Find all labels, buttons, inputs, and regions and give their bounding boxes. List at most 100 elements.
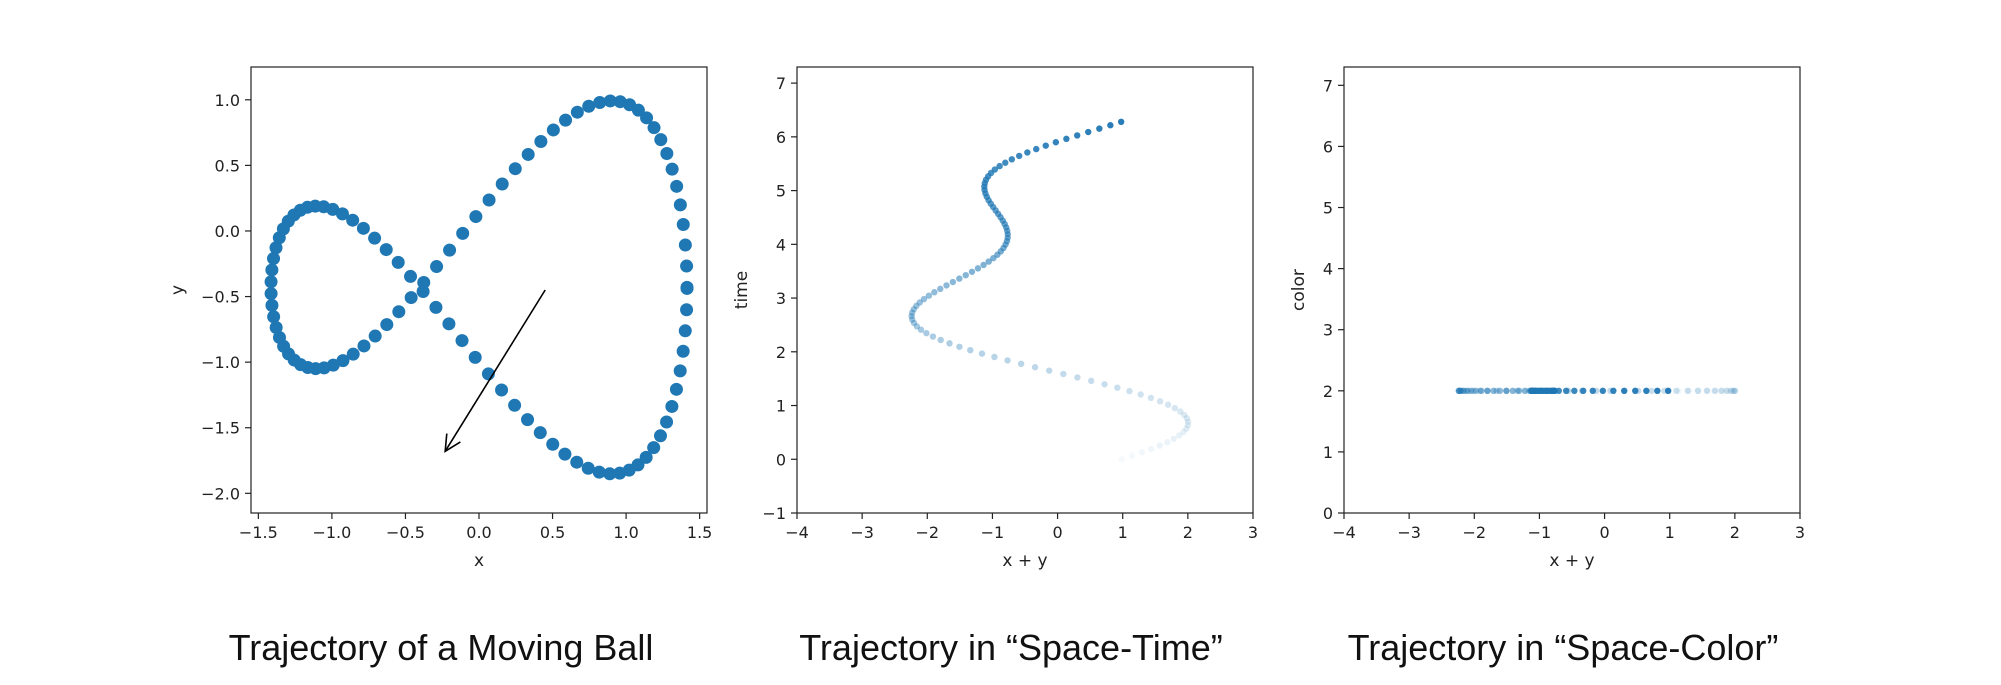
x-tick-label: −1.0 bbox=[312, 523, 351, 542]
x-tick-label: 3 bbox=[1795, 523, 1805, 542]
space-time-point bbox=[1128, 452, 1136, 460]
space-time-point bbox=[1183, 415, 1191, 422]
ball-point bbox=[647, 121, 661, 135]
space-color-point bbox=[1457, 387, 1464, 395]
x-tick-label: 2 bbox=[1730, 523, 1740, 542]
ball-point bbox=[660, 415, 674, 429]
space-color-point bbox=[1654, 387, 1661, 395]
y-tick-label: 1 bbox=[1323, 443, 1333, 462]
space-time-point bbox=[937, 285, 944, 293]
space-color-point bbox=[1728, 387, 1735, 395]
space-color-point bbox=[1685, 387, 1693, 395]
x-tick-label: −1.5 bbox=[239, 523, 278, 542]
x-tick-label: 1.0 bbox=[613, 523, 638, 542]
space-color-point bbox=[1538, 387, 1546, 395]
trajectory-plot: −1.5 −1.0 −0.5 0.0 0.5 1.0 1.5 −2.0 −1.5 −1.0 −0.5… bbox=[168, 66, 712, 571]
ball-point bbox=[654, 133, 668, 147]
y-tick-label: −1 bbox=[762, 504, 786, 523]
space-color-point bbox=[1684, 387, 1691, 395]
space-color-point bbox=[1496, 387, 1504, 395]
space-color-point bbox=[1643, 387, 1650, 395]
space-time-point bbox=[946, 340, 953, 347]
x-tick-label: −1 bbox=[981, 523, 1005, 542]
x-tick-label: −2 bbox=[1462, 523, 1486, 542]
y-tick-label: 1.0 bbox=[215, 91, 240, 110]
ball-point bbox=[267, 310, 281, 324]
space-color-point bbox=[1457, 387, 1465, 395]
y-axis-label: y bbox=[168, 285, 188, 295]
space-color-point bbox=[1562, 387, 1570, 395]
space-time-point bbox=[968, 268, 976, 275]
space-color-point bbox=[1455, 387, 1462, 395]
space-time-point bbox=[910, 319, 918, 327]
y-tick-label: 5 bbox=[776, 182, 786, 201]
ball-point bbox=[521, 413, 535, 427]
ball-point bbox=[368, 329, 382, 343]
space-time-point bbox=[1148, 445, 1155, 453]
space-color-point bbox=[1455, 387, 1463, 395]
space-time-point bbox=[1008, 156, 1016, 163]
space-color-point bbox=[1470, 387, 1477, 395]
ball-point bbox=[593, 95, 607, 109]
space-time-point bbox=[1045, 367, 1053, 374]
space-color-point bbox=[1521, 387, 1529, 395]
space-time-point bbox=[1074, 132, 1081, 139]
space-color-point bbox=[1455, 387, 1463, 395]
ball-point bbox=[456, 226, 470, 240]
ball-point bbox=[639, 450, 653, 464]
ball-point bbox=[631, 458, 645, 472]
space-time-point bbox=[1087, 377, 1095, 385]
space-color-point bbox=[1664, 387, 1672, 395]
y-tick-label: 6 bbox=[1323, 137, 1333, 156]
ball-point bbox=[613, 95, 627, 109]
space-color-point bbox=[1460, 387, 1467, 395]
ball-point bbox=[380, 318, 394, 332]
y-axis-label: time bbox=[732, 271, 752, 309]
space-time-point bbox=[962, 271, 969, 279]
space-color-point bbox=[1717, 387, 1725, 395]
ball-point bbox=[640, 111, 654, 125]
space-time-point bbox=[1177, 408, 1184, 415]
ball-point bbox=[272, 330, 286, 344]
space-time-point bbox=[1176, 432, 1183, 439]
space-time-point bbox=[910, 306, 917, 313]
space-time-point bbox=[949, 278, 957, 286]
ball-point bbox=[508, 398, 522, 412]
space-time-point bbox=[1114, 384, 1121, 391]
space-time-point bbox=[916, 299, 923, 306]
space-color-point bbox=[1673, 387, 1680, 395]
space-color-point bbox=[1503, 387, 1510, 395]
ball-point bbox=[546, 123, 560, 137]
space-color-point bbox=[1731, 387, 1739, 395]
y-tick-label: 1 bbox=[776, 397, 786, 416]
space-time-point bbox=[931, 289, 938, 296]
ball-point bbox=[336, 354, 350, 368]
ball-point bbox=[603, 467, 617, 481]
space-color-point bbox=[1543, 387, 1550, 395]
space-color-point bbox=[1703, 387, 1710, 395]
ball-point bbox=[455, 334, 469, 348]
space-color-point bbox=[1723, 387, 1730, 395]
space-color-point bbox=[1555, 387, 1563, 395]
caption-trajectory: Trajectory of a Moving Ball bbox=[229, 627, 654, 668]
space-time-point bbox=[1180, 428, 1187, 436]
ball-point bbox=[603, 94, 617, 108]
space-time-point bbox=[1156, 398, 1164, 405]
ball-point bbox=[546, 437, 560, 451]
x-tick-label: −3 bbox=[850, 523, 874, 542]
ball-point bbox=[570, 455, 584, 469]
space-time-point bbox=[956, 343, 963, 350]
space-color-point bbox=[1467, 387, 1475, 395]
ball-point bbox=[676, 344, 690, 358]
plot-frame bbox=[250, 66, 708, 514]
space-time-point bbox=[913, 323, 921, 330]
ball-point bbox=[469, 210, 483, 224]
space-color-point bbox=[1472, 387, 1480, 395]
y-tick-label: −1.0 bbox=[201, 353, 240, 372]
space-color-point bbox=[1695, 387, 1702, 395]
y-tick-label: 4 bbox=[776, 235, 786, 254]
space-color-point bbox=[1464, 387, 1472, 395]
space-time-point bbox=[1184, 418, 1192, 425]
space-color-point bbox=[1476, 387, 1484, 395]
space-time-point bbox=[1171, 404, 1179, 412]
